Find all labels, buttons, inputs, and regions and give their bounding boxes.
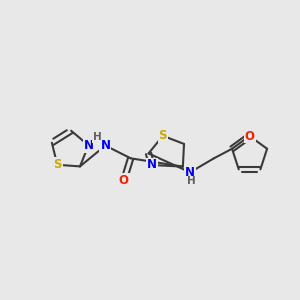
Text: S: S — [159, 129, 167, 142]
Text: N: N — [100, 139, 110, 152]
Text: H: H — [187, 176, 196, 186]
Text: O: O — [244, 130, 255, 142]
Text: N: N — [147, 158, 157, 172]
Text: N: N — [185, 166, 195, 179]
Text: H: H — [93, 132, 101, 142]
Text: S: S — [53, 158, 61, 171]
Text: O: O — [119, 174, 129, 187]
Text: N: N — [83, 139, 94, 152]
